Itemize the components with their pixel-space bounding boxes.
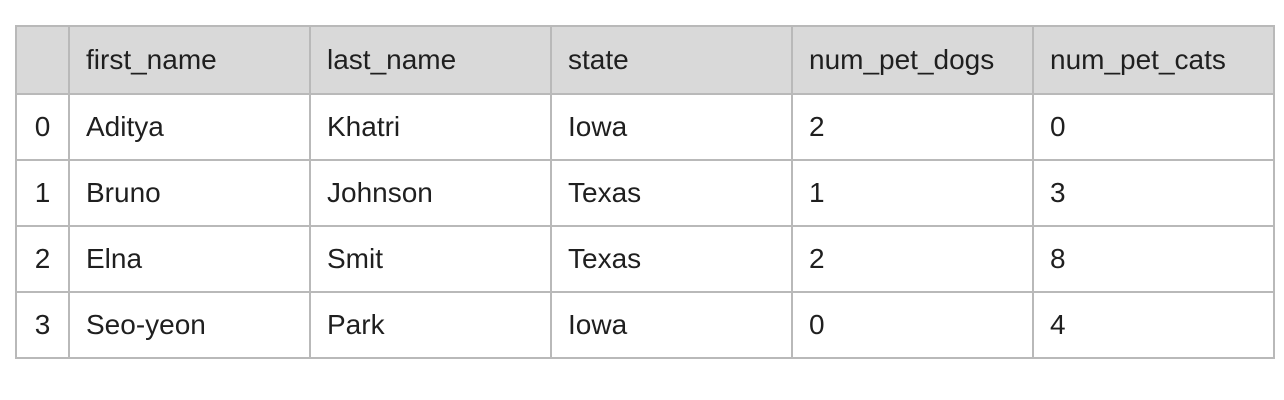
cell-num-pet-cats: 0 [1032, 93, 1275, 161]
header-index-cell [15, 25, 70, 95]
row-index: 1 [15, 159, 70, 227]
header-last-name: last_name [309, 25, 552, 95]
cell-first-name: Seo-yeon [68, 291, 311, 359]
cell-state: Texas [550, 159, 793, 227]
cell-first-name: Elna [68, 225, 311, 293]
cell-num-pet-cats: 8 [1032, 225, 1275, 293]
table-row: 2 Elna Smit Texas 2 8 [15, 225, 1275, 293]
cell-first-name: Bruno [68, 159, 311, 227]
row-index: 0 [15, 93, 70, 161]
table-row: 3 Seo-yeon Park Iowa 0 4 [15, 291, 1275, 359]
cell-last-name: Johnson [309, 159, 552, 227]
table-header: first_name last_name state num_pet_dogs … [15, 25, 1275, 95]
cell-state: Iowa [550, 291, 793, 359]
cell-state: Texas [550, 225, 793, 293]
cell-num-pet-cats: 3 [1032, 159, 1275, 227]
cell-last-name: Khatri [309, 93, 552, 161]
cell-last-name: Park [309, 291, 552, 359]
cell-num-pet-dogs: 2 [791, 93, 1034, 161]
header-num-pet-cats: num_pet_cats [1032, 25, 1275, 95]
table-row: 0 Aditya Khatri Iowa 2 0 [15, 93, 1275, 161]
table-row: 1 Bruno Johnson Texas 1 3 [15, 159, 1275, 227]
cell-state: Iowa [550, 93, 793, 161]
cell-num-pet-dogs: 1 [791, 159, 1034, 227]
header-num-pet-dogs: num_pet_dogs [791, 25, 1034, 95]
data-table: first_name last_name state num_pet_dogs … [15, 25, 1275, 359]
table-body: 0 Aditya Khatri Iowa 2 0 1 Bruno Johnson… [15, 93, 1275, 359]
header-first-name: first_name [68, 25, 311, 95]
row-index: 2 [15, 225, 70, 293]
cell-num-pet-dogs: 2 [791, 225, 1034, 293]
cell-first-name: Aditya [68, 93, 311, 161]
row-index: 3 [15, 291, 70, 359]
cell-num-pet-cats: 4 [1032, 291, 1275, 359]
cell-num-pet-dogs: 0 [791, 291, 1034, 359]
header-row: first_name last_name state num_pet_dogs … [15, 25, 1275, 95]
cell-last-name: Smit [309, 225, 552, 293]
header-state: state [550, 25, 793, 95]
data-table-container: first_name last_name state num_pet_dogs … [15, 25, 1275, 359]
